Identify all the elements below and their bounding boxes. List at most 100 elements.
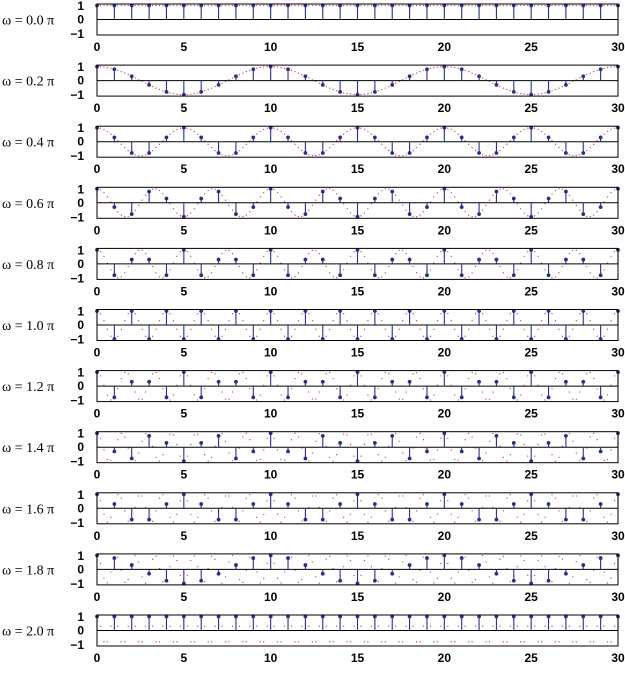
envelope-dot xyxy=(151,149,154,152)
envelope-dot xyxy=(224,249,227,251)
envelope-dot xyxy=(533,335,536,337)
envelope-dot xyxy=(342,516,345,518)
xtick-label: 10 xyxy=(264,284,278,298)
envelope-dot xyxy=(464,439,466,441)
xtick-label: 20 xyxy=(438,529,452,543)
stem-marker xyxy=(390,337,395,341)
envelope-dot xyxy=(527,4,529,7)
stem-marker xyxy=(494,189,499,194)
envelope-dot xyxy=(398,4,400,7)
envelope-dot xyxy=(197,399,199,401)
stem-marker xyxy=(425,273,429,278)
stem-marker xyxy=(268,3,273,8)
envelope-dot xyxy=(204,625,206,627)
envelope-dot xyxy=(172,521,175,523)
envelope-dot xyxy=(384,87,386,89)
envelope-dot xyxy=(464,69,466,72)
envelope-dot xyxy=(509,90,511,92)
stem-marker xyxy=(338,273,343,278)
envelope-dot xyxy=(568,335,571,337)
envelope-dot xyxy=(440,437,442,439)
envelope-dot xyxy=(502,87,505,89)
envelope-dot xyxy=(471,216,473,218)
envelope-dot xyxy=(325,520,327,522)
envelope-dot xyxy=(186,574,188,577)
stem-marker xyxy=(407,309,412,313)
envelope-dot xyxy=(610,66,612,68)
envelope-dot xyxy=(117,335,119,337)
envelope-dot xyxy=(419,497,421,499)
envelope-dot xyxy=(419,214,421,216)
envelope-dot xyxy=(294,143,296,145)
envelope-dot xyxy=(492,4,494,7)
envelope-dot xyxy=(450,641,452,643)
stem-marker xyxy=(442,431,447,436)
envelope-dot xyxy=(193,521,195,523)
envelope-dot xyxy=(238,313,241,315)
envelope-dot xyxy=(589,4,591,7)
envelope-dot xyxy=(485,398,487,400)
envelope-dot xyxy=(342,625,345,627)
envelope-dot xyxy=(481,554,484,557)
envelope-dot xyxy=(283,459,286,461)
envelope-dot xyxy=(606,328,609,330)
envelope-dot xyxy=(468,569,470,571)
stem-marker xyxy=(147,3,152,8)
envelope-dot xyxy=(457,133,459,135)
stem-marker xyxy=(199,273,204,278)
envelope-dot xyxy=(488,4,491,7)
envelope-dot xyxy=(523,513,525,515)
xtick-label: 15 xyxy=(351,651,365,665)
envelope-dot xyxy=(172,394,175,396)
envelope-dot xyxy=(186,215,188,217)
envelope-dot xyxy=(158,641,161,643)
envelope-dot xyxy=(419,71,421,73)
envelope-dot xyxy=(360,455,362,457)
envelope-dot xyxy=(610,255,612,258)
envelope-dot xyxy=(603,571,605,573)
envelope-dot xyxy=(144,4,147,7)
stem-marker xyxy=(303,3,308,8)
stem-marker xyxy=(216,614,221,619)
envelope-dot xyxy=(613,4,616,7)
envelope-dot xyxy=(492,253,494,255)
xtick-label: 30 xyxy=(611,346,625,360)
envelope-dot xyxy=(613,437,616,439)
envelope-dot xyxy=(551,625,553,627)
envelope-dot xyxy=(259,196,261,198)
envelope-dot xyxy=(363,328,366,330)
envelope-dot xyxy=(106,394,109,396)
envelope-dot xyxy=(492,82,494,84)
envelope-dot xyxy=(589,371,591,374)
xtick-label: 5 xyxy=(180,162,187,176)
envelope-dot xyxy=(311,641,313,643)
envelope-dot xyxy=(301,73,303,76)
envelope-dot xyxy=(488,440,491,442)
envelope-dot xyxy=(120,569,122,571)
envelope-dot xyxy=(204,140,206,142)
envelope-dot xyxy=(405,253,407,255)
envelope-dot xyxy=(280,262,282,264)
envelope-dot xyxy=(596,335,598,337)
envelope-dot xyxy=(454,328,456,330)
envelope-dot xyxy=(568,154,571,156)
ytick-label: 1 xyxy=(77,366,84,380)
envelope-dot xyxy=(481,460,484,462)
xtick-label: 30 xyxy=(611,529,625,543)
envelope-dot xyxy=(457,335,459,337)
stem-marker xyxy=(390,571,395,576)
stem-marker xyxy=(390,614,395,619)
envelope-dot xyxy=(523,93,525,95)
envelope-dot xyxy=(249,494,251,496)
envelope-dot xyxy=(586,4,588,7)
envelope-dot xyxy=(520,521,522,523)
envelope-dot xyxy=(151,85,154,88)
envelope-dot xyxy=(395,582,397,584)
envelope-dot xyxy=(509,581,511,583)
envelope-dot xyxy=(103,128,105,131)
envelope-dot xyxy=(127,373,129,375)
envelope-dot xyxy=(450,320,452,322)
ytick-label: 0 xyxy=(77,13,84,27)
envelope-dot xyxy=(450,128,452,131)
envelope-dot xyxy=(433,66,435,69)
